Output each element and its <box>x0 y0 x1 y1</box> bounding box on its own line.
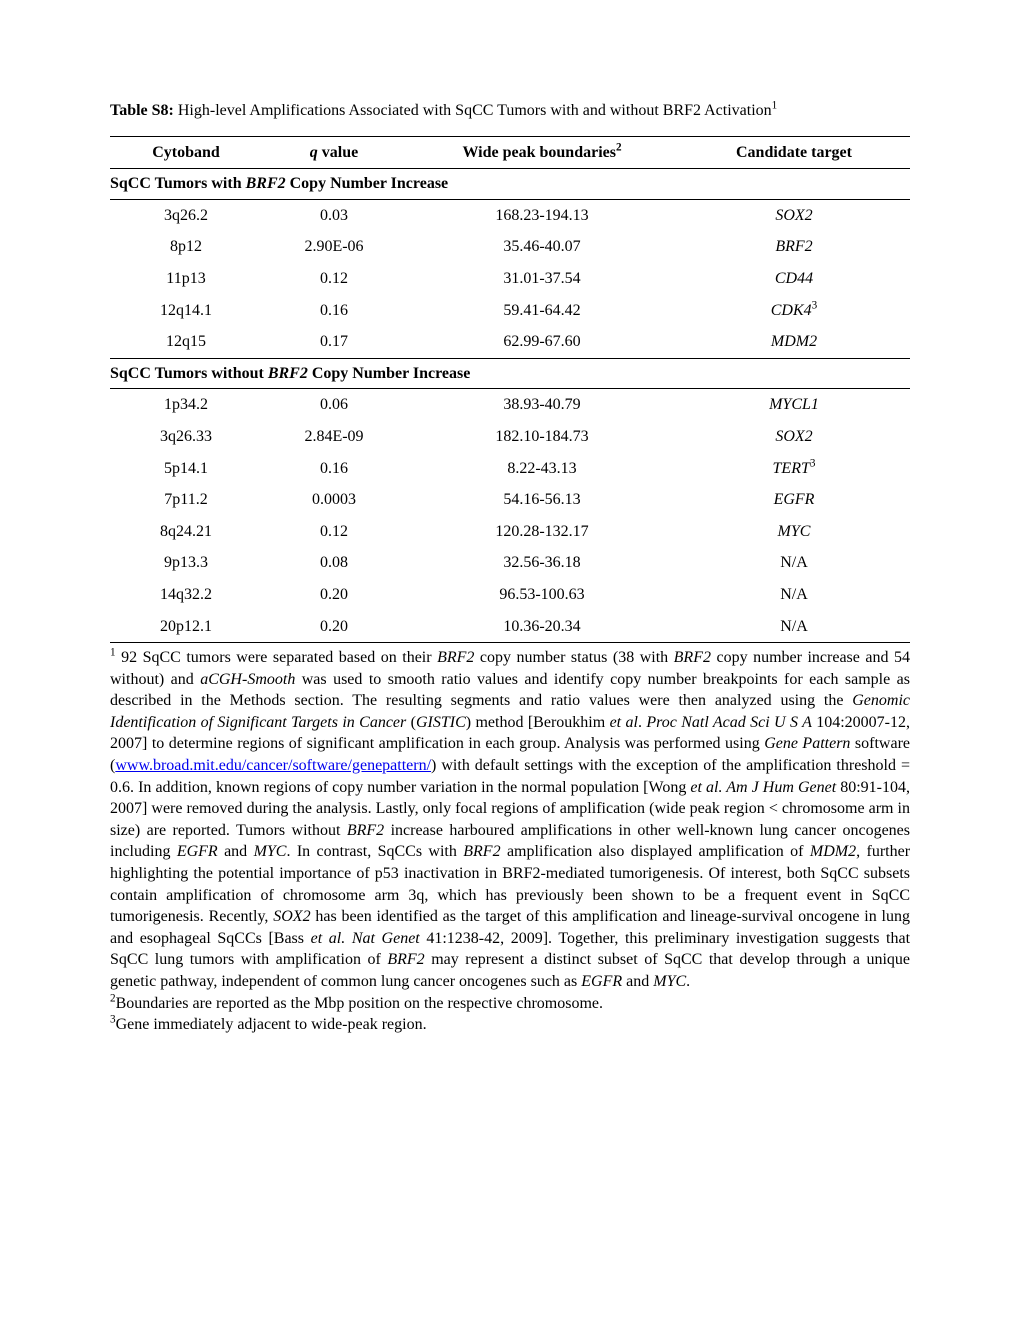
table-row: 8q24.210.12120.28-132.17MYC <box>110 516 910 548</box>
cell-qvalue: 0.16 <box>262 453 406 485</box>
cell-peak: 59.41-64.42 <box>406 295 678 327</box>
cell-target: N/A <box>678 611 910 643</box>
cell-target: N/A <box>678 547 910 579</box>
cell-target: MDM2 <box>678 326 910 358</box>
title-text: High-level Amplifications Associated wit… <box>174 102 772 119</box>
table-row: 7p11.20.000354.16-56.13EGFR <box>110 484 910 516</box>
table-body: SqCC Tumors with BRF2 Copy Number Increa… <box>110 169 910 643</box>
table-row: 12q14.10.1659.41-64.42CDK43 <box>110 295 910 327</box>
data-table: Cytoband q value Wide peak boundaries2 C… <box>110 136 910 644</box>
section-header-cell: SqCC Tumors without BRF2 Copy Number Inc… <box>110 358 910 389</box>
cell-peak: 96.53-100.63 <box>406 579 678 611</box>
cell-target: MYC <box>678 516 910 548</box>
footnotes: 1 92 SqCC tumors were separated based on… <box>110 647 910 1036</box>
cell-qvalue: 2.90E-06 <box>262 231 406 263</box>
cell-cytoband: 3q26.33 <box>110 421 262 453</box>
col-target: Candidate target <box>678 136 910 169</box>
section-header: SqCC Tumors with BRF2 Copy Number Increa… <box>110 169 910 200</box>
cell-target: CDK43 <box>678 295 910 327</box>
cell-target: N/A <box>678 579 910 611</box>
cell-peak: 182.10-184.73 <box>406 421 678 453</box>
cell-cytoband: 3q26.2 <box>110 199 262 231</box>
footnote-2: 2Boundaries are reported as the Mbp posi… <box>110 993 910 1015</box>
cell-peak: 62.99-67.60 <box>406 326 678 358</box>
col-peak: Wide peak boundaries2 <box>406 136 678 169</box>
cell-cytoband: 8p12 <box>110 231 262 263</box>
table-row: 3q26.20.03168.23-194.13SOX2 <box>110 199 910 231</box>
cell-qvalue: 0.06 <box>262 389 406 421</box>
footnote-3: 3Gene immediately adjacent to wide-peak … <box>110 1014 910 1036</box>
section-header: SqCC Tumors without BRF2 Copy Number Inc… <box>110 358 910 389</box>
table-row: 12q150.1762.99-67.60MDM2 <box>110 326 910 358</box>
cell-target: SOX2 <box>678 421 910 453</box>
cell-peak: 54.16-56.13 <box>406 484 678 516</box>
cell-cytoband: 8q24.21 <box>110 516 262 548</box>
cell-qvalue: 0.12 <box>262 516 406 548</box>
cell-cytoband: 11p13 <box>110 263 262 295</box>
cell-peak: 120.28-132.17 <box>406 516 678 548</box>
cell-cytoband: 1p34.2 <box>110 389 262 421</box>
cell-qvalue: 0.17 <box>262 326 406 358</box>
cell-target: CD44 <box>678 263 910 295</box>
table-row: 14q32.20.2096.53-100.63N/A <box>110 579 910 611</box>
table-row: 11p130.1231.01-37.54CD44 <box>110 263 910 295</box>
cell-qvalue: 0.20 <box>262 611 406 643</box>
genepattern-link[interactable]: www.broad.mit.edu/cancer/software/genepa… <box>115 757 431 774</box>
footnote-1: 1 92 SqCC tumors were separated based on… <box>110 647 910 993</box>
cell-peak: 168.23-194.13 <box>406 199 678 231</box>
cell-peak: 32.56-36.18 <box>406 547 678 579</box>
cell-qvalue: 0.0003 <box>262 484 406 516</box>
cell-peak: 10.36-20.34 <box>406 611 678 643</box>
cell-peak: 8.22-43.13 <box>406 453 678 485</box>
section-header-cell: SqCC Tumors with BRF2 Copy Number Increa… <box>110 169 910 200</box>
cell-cytoband: 5p14.1 <box>110 453 262 485</box>
cell-cytoband: 20p12.1 <box>110 611 262 643</box>
table-row: 3q26.332.84E-09182.10-184.73SOX2 <box>110 421 910 453</box>
cell-target: BRF2 <box>678 231 910 263</box>
cell-qvalue: 2.84E-09 <box>262 421 406 453</box>
cell-cytoband: 12q15 <box>110 326 262 358</box>
cell-qvalue: 0.08 <box>262 547 406 579</box>
cell-cytoband: 9p13.3 <box>110 547 262 579</box>
cell-cytoband: 12q14.1 <box>110 295 262 327</box>
table-row: 5p14.10.168.22-43.13TERT3 <box>110 453 910 485</box>
title-label: Table S8: <box>110 102 174 119</box>
table-row: 20p12.10.2010.36-20.34N/A <box>110 611 910 643</box>
cell-target: EGFR <box>678 484 910 516</box>
cell-qvalue: 0.20 <box>262 579 406 611</box>
header-row: Cytoband q value Wide peak boundaries2 C… <box>110 136 910 169</box>
cell-peak: 38.93-40.79 <box>406 389 678 421</box>
col-qvalue: q value <box>262 136 406 169</box>
cell-peak: 35.46-40.07 <box>406 231 678 263</box>
cell-target: SOX2 <box>678 199 910 231</box>
cell-cytoband: 14q32.2 <box>110 579 262 611</box>
table-row: 9p13.30.0832.56-36.18N/A <box>110 547 910 579</box>
cell-peak: 31.01-37.54 <box>406 263 678 295</box>
cell-qvalue: 0.16 <box>262 295 406 327</box>
table-title: Table S8: High-level Amplifications Asso… <box>110 100 910 122</box>
cell-qvalue: 0.03 <box>262 199 406 231</box>
cell-target: TERT3 <box>678 453 910 485</box>
cell-cytoband: 7p11.2 <box>110 484 262 516</box>
title-sup: 1 <box>772 100 778 112</box>
col-cytoband: Cytoband <box>110 136 262 169</box>
table-row: 8p122.90E-0635.46-40.07BRF2 <box>110 231 910 263</box>
cell-qvalue: 0.12 <box>262 263 406 295</box>
table-row: 1p34.20.0638.93-40.79MYCL1 <box>110 389 910 421</box>
cell-target: MYCL1 <box>678 389 910 421</box>
